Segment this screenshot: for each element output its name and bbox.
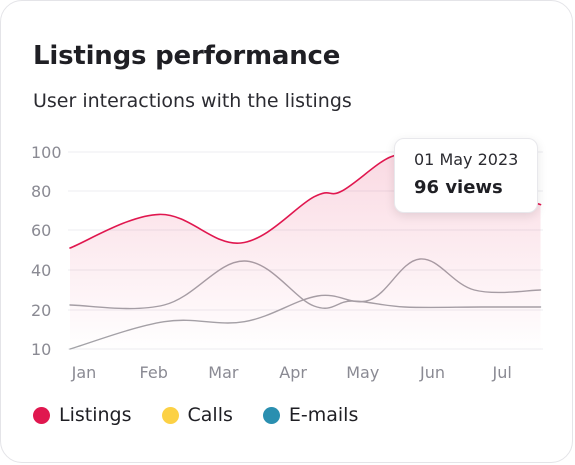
y-tick-label: 40	[31, 261, 51, 280]
y-tick-label: 60	[31, 221, 51, 240]
x-tick-label: Feb	[140, 363, 168, 382]
legend-label-listings: Listings	[59, 404, 132, 426]
y-axis-ticks: 100 80 60 40 20 10	[31, 143, 62, 359]
tooltip-value: 96 views	[414, 177, 503, 198]
legend-label-calls: Calls	[187, 404, 233, 426]
x-tick-label: Apr	[279, 363, 307, 382]
x-tick-label: Mar	[208, 363, 239, 382]
x-tick-label: Jan	[71, 363, 97, 382]
tooltip-date: 01 May 2023	[414, 150, 519, 169]
chart-tooltip: 01 May 2023 96 views	[394, 138, 538, 213]
card-subtitle: User interactions with the listings	[33, 90, 352, 112]
y-tick-label: 10	[31, 340, 51, 359]
legend-dot-calls	[161, 406, 179, 424]
x-axis-ticks: Jan Feb Mar Apr May Jun Jul	[71, 363, 512, 382]
legend-dot-listings	[33, 406, 50, 424]
legend-item-listings[interactable]: Listings	[33, 404, 132, 426]
y-tick-label: 100	[31, 143, 62, 162]
legend-item-calls[interactable]: Calls	[161, 404, 233, 426]
x-tick-label: Jun	[419, 363, 445, 382]
x-tick-label: May	[346, 363, 379, 382]
legend-item-emails[interactable]: E-mails	[262, 404, 359, 426]
chart-legend: Listings Calls E-mails	[33, 404, 388, 426]
y-tick-label: 80	[31, 182, 51, 201]
card-title: Listings performance	[33, 41, 341, 71]
y-tick-label: 20	[31, 301, 51, 320]
legend-dot-emails	[262, 406, 280, 424]
x-tick-label: Jul	[492, 363, 512, 382]
legend-label-emails: E-mails	[288, 404, 359, 426]
